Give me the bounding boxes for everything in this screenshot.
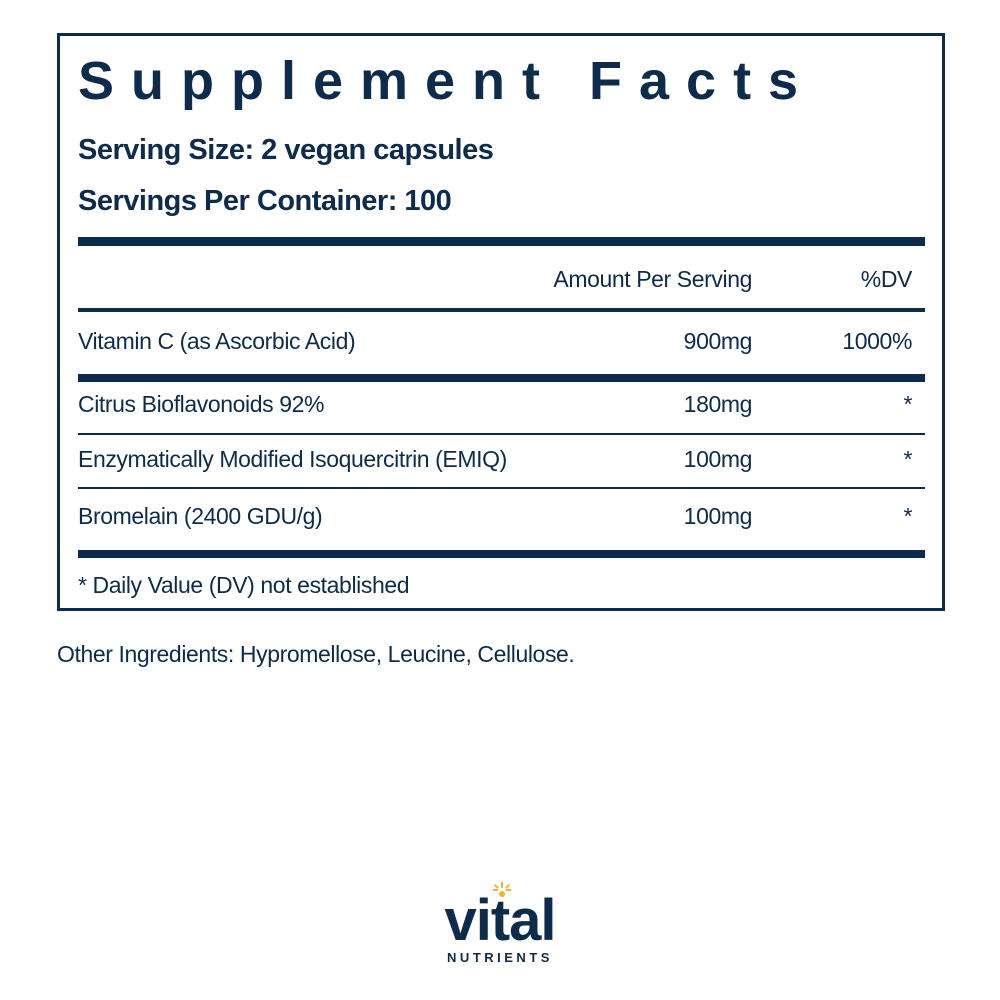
amount: 100mg [683,446,753,472]
ingredient-name: Vitamin C (as Ascorbic Acid) [78,328,356,354]
facts-box [57,33,945,611]
logo-sun [493,882,511,897]
rule [78,308,925,312]
ingredient-name: Citrus Bioflavonoids 92% [78,391,325,417]
daily-value: * [903,446,912,472]
logo-name: vital [444,888,555,953]
logo: vital NUTRIENTS [444,882,557,965]
ingredient-name: Bromelain (2400 GDU/g) [78,503,323,529]
thin-rule [78,487,925,489]
title: Supplement Facts [78,51,816,111]
servings-per-container: Servings Per Container: 100 [78,185,452,217]
thin-rule [78,433,925,435]
column-header: %DV [860,266,913,292]
daily-value: * [903,391,912,417]
column-header: Amount Per Serving [553,266,752,292]
thick-rule [78,374,925,382]
serving-size: Serving Size: 2 vegan capsules [78,134,494,166]
daily-value: 1000% [842,328,912,354]
daily-value: * [903,503,912,529]
thick-rule [78,550,925,558]
amount: 180mg [683,391,753,417]
thick-rule [78,237,925,246]
logo-tagline: NUTRIENTS [447,950,553,965]
footnote: * Daily Value (DV) not established [78,572,410,598]
ingredient-name: Enzymatically Modified Isoquercitrin (EM… [78,446,507,472]
other-ingredients: Other Ingredients: Hypromellose, Leucine… [57,641,575,667]
amount: 100mg [683,503,753,529]
amount: 900mg [683,328,753,354]
